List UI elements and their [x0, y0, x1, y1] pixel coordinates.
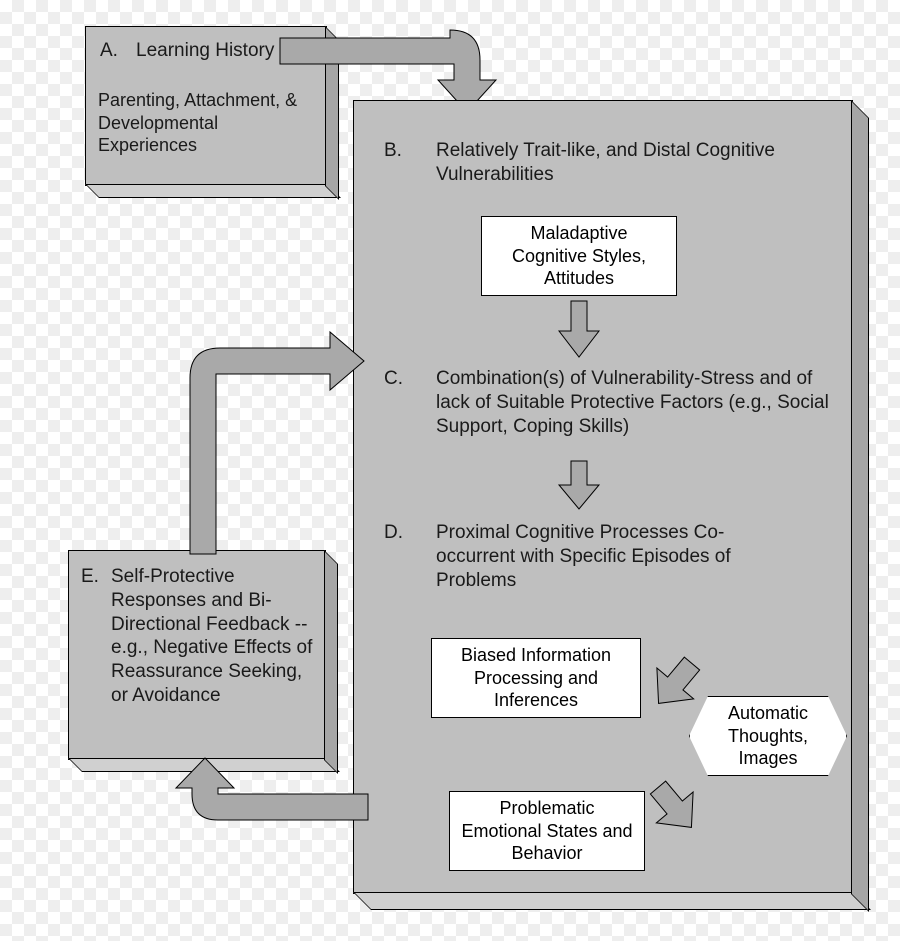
arrow-c-to-d	[559, 461, 599, 511]
node-e-text: Self-Protective Responses and Bi-Directi…	[111, 565, 321, 708]
node-b-letter: B.	[384, 139, 402, 163]
arrow-b-to-c	[559, 301, 599, 359]
arrow-d-to-auto	[644, 657, 704, 713]
box-problematic: Problematic Emotional States and Behavio…	[449, 791, 645, 871]
node-c-text: Combination(s) of Vulnerability-Stress a…	[436, 367, 836, 438]
box-biased: Biased Information Processing and Infere…	[431, 638, 641, 718]
box-maladaptive-text: Maladaptive Cognitive Styles, Attitudes	[492, 222, 666, 290]
box-automatic: Automatic Thoughts, Images	[689, 696, 847, 776]
box-problematic-text: Problematic Emotional States and Behavio…	[460, 797, 634, 865]
box-automatic-text: Automatic Thoughts, Images	[698, 702, 838, 770]
arrow-panel-to-e	[158, 770, 368, 860]
node-a-letter: A.	[100, 39, 118, 63]
arrow-e-to-panel	[180, 338, 370, 554]
box-biased-text: Biased Information Processing and Infere…	[442, 644, 630, 712]
node-e-box: E. Self-Protective Responses and Bi-Dire…	[68, 550, 326, 760]
box-maladaptive: Maladaptive Cognitive Styles, Attitudes	[481, 216, 677, 296]
node-e-letter: E.	[81, 565, 99, 589]
node-c-letter: C.	[384, 367, 403, 391]
node-a-title: Learning History	[136, 39, 274, 63]
arrow-auto-to-prob	[646, 781, 706, 837]
node-b-text: Relatively Trait-like, and Distal Cognit…	[436, 139, 786, 187]
node-d-letter: D.	[384, 521, 403, 545]
node-d-text: Proximal Cognitive Processes Co-occurren…	[436, 521, 796, 592]
main-panel: B. Relatively Trait-like, and Distal Cog…	[353, 100, 853, 894]
